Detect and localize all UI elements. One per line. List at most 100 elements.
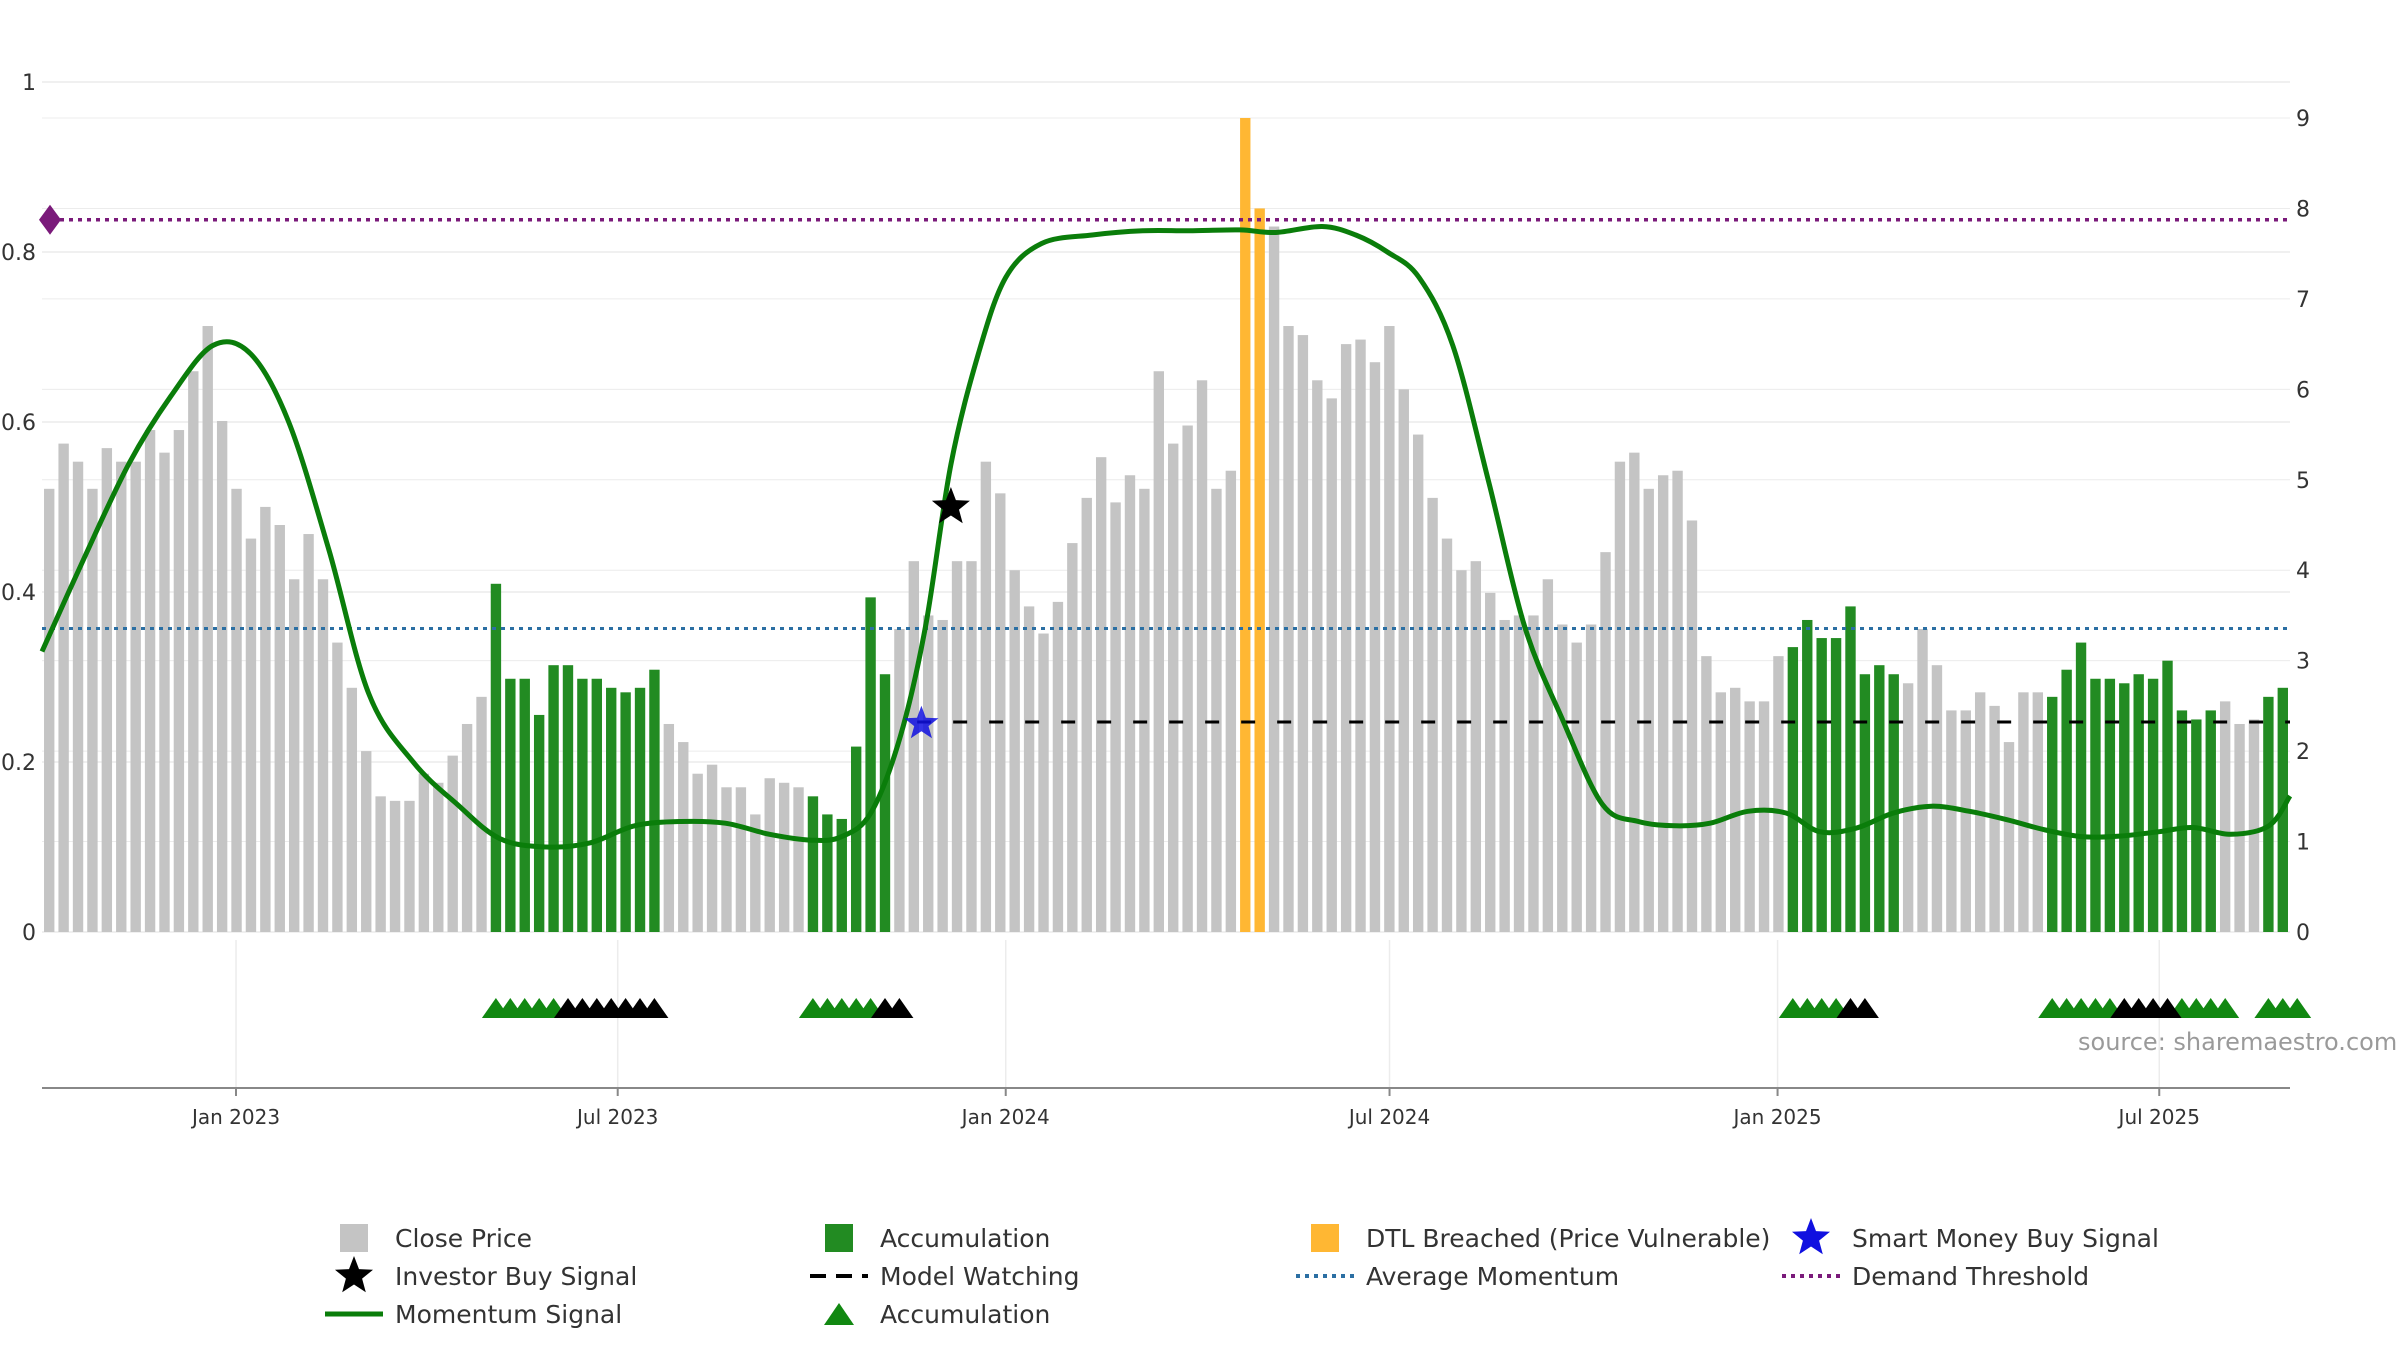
- close-price-bar: [1657, 475, 1669, 932]
- close-price-bar: [1110, 502, 1121, 932]
- accumulation-bar: [1845, 606, 1856, 932]
- close-price-bar: [1499, 619, 1510, 932]
- y-left-tick-label: 0.8: [1, 241, 36, 266]
- legend-label: Accumulation: [880, 1224, 1050, 1253]
- watching-marker: [640, 998, 669, 1018]
- grid-layer: [42, 81, 2290, 1088]
- close-price-bar: [1931, 665, 1943, 932]
- smart-money-buy-signal-0: [904, 705, 939, 739]
- close-price-bar: [721, 787, 732, 932]
- markers-layer: [481, 487, 2312, 1018]
- watching-marker: [2153, 998, 2182, 1018]
- close-price-bar: [1946, 710, 1957, 932]
- close-price-bar: [346, 687, 358, 932]
- dtl-breached-bar: [1240, 118, 1251, 932]
- y-right-tick-label: 1: [2296, 831, 2310, 856]
- accumulation-bar: [2075, 642, 2087, 932]
- accumulation-bar: [2104, 678, 2116, 932]
- close-price-bar: [1384, 326, 1395, 932]
- close-price-bar: [1542, 579, 1554, 932]
- close-price-bar: [1168, 443, 1179, 932]
- watching-marker: [885, 998, 914, 1018]
- close-price-bar: [1629, 452, 1640, 932]
- x-tick-label: Jan 2025: [1732, 1105, 1822, 1129]
- close-price-bar: [1081, 497, 1092, 932]
- accumulation-bar: [2205, 710, 2216, 932]
- accumulation-bar: [606, 687, 617, 932]
- close-price-bar: [332, 642, 343, 932]
- close-price-bar: [1211, 488, 1222, 932]
- close-price-bar: [1139, 488, 1150, 932]
- close-price-bar: [418, 773, 430, 932]
- close-price-bar: [750, 814, 761, 932]
- close-price-bar: [1600, 552, 1611, 932]
- close-price-bar: [216, 420, 228, 932]
- close-price-bar: [793, 787, 804, 932]
- close-price-bar: [1427, 497, 1438, 932]
- dtl-breached-bar: [1254, 208, 1265, 932]
- x-tick-label: Jul 2024: [1347, 1105, 1430, 1129]
- legend-label: Smart Money Buy Signal: [1852, 1224, 2159, 1253]
- close-price-bar: [476, 696, 487, 932]
- close-price-bar: [1196, 380, 1208, 932]
- close-price-bar: [1917, 629, 1928, 932]
- close-price-bar: [1283, 326, 1294, 932]
- close-price-bar: [1009, 570, 1020, 932]
- close-price-bar: [245, 538, 257, 932]
- close-price-bar: [260, 506, 271, 932]
- legend-label: Close Price: [395, 1224, 532, 1253]
- close-price-bar: [1456, 570, 1467, 932]
- accumulation-bar: [2263, 696, 2274, 932]
- close-price-bar: [764, 778, 775, 932]
- close-price-bar: [2032, 692, 2044, 932]
- close-price-bar: [1614, 461, 1626, 932]
- accumulation-bar: [490, 583, 502, 932]
- accumulation-bar: [519, 678, 530, 932]
- y-right-tick-label: 9: [2296, 107, 2310, 132]
- accumulation-bar: [649, 669, 660, 932]
- accumulation-bar: [822, 814, 833, 932]
- accumulation-bar: [1816, 638, 1827, 932]
- legend-item-dtl-breached: DTL Breached (Price Vulnerable): [1311, 1224, 1770, 1253]
- y-right-tick-label: 5: [2296, 469, 2310, 494]
- y-left-tick-label: 0.6: [1, 411, 36, 436]
- legend-label: Demand Threshold: [1852, 1262, 2089, 1291]
- accumulation-bar: [2119, 683, 2130, 932]
- close-price-bar: [1095, 457, 1107, 932]
- close-price-bar: [1715, 692, 1726, 932]
- close-price-bar: [1571, 642, 1582, 932]
- close-price-bar: [1758, 701, 1770, 932]
- legend-label: Momentum Signal: [395, 1300, 622, 1329]
- accumulation-bar: [533, 714, 545, 932]
- bars-layer: [44, 118, 2288, 933]
- close-price-bar: [44, 488, 55, 932]
- accumulation-bar: [1859, 674, 1871, 932]
- legend-item-investor-buy: Investor Buy Signal: [335, 1256, 637, 1293]
- close-price-bar: [447, 755, 458, 932]
- close-price-bar: [433, 782, 444, 932]
- close-price-bar: [663, 723, 675, 932]
- close-price-bar: [2234, 723, 2245, 932]
- close-price-bar: [1038, 633, 1049, 932]
- close-price-bar: [1513, 615, 1525, 932]
- close-price-bar: [1528, 615, 1539, 932]
- investor-buy-signal-0: [931, 487, 970, 524]
- y-left-tick-label: 0: [22, 921, 36, 946]
- accumulation-bar: [2162, 660, 2173, 932]
- close-price-bar: [1052, 601, 1064, 932]
- momentum-signal-line: [39, 223, 2293, 850]
- close-price-bar: [389, 800, 401, 932]
- accumulation-bar: [634, 687, 646, 932]
- close-price-bar: [361, 751, 372, 932]
- close-price-bar: [966, 561, 977, 932]
- close-price-bar: [1067, 543, 1078, 932]
- close-price-bar: [1730, 687, 1741, 932]
- close-price-bar: [1297, 335, 1309, 932]
- legend-item-acc-markers: Accumulation: [824, 1300, 1050, 1329]
- close-price-bar: [303, 534, 314, 932]
- close-price-bar: [1744, 701, 1755, 932]
- close-price-bar: [1557, 624, 1568, 932]
- close-price-bar: [692, 773, 703, 932]
